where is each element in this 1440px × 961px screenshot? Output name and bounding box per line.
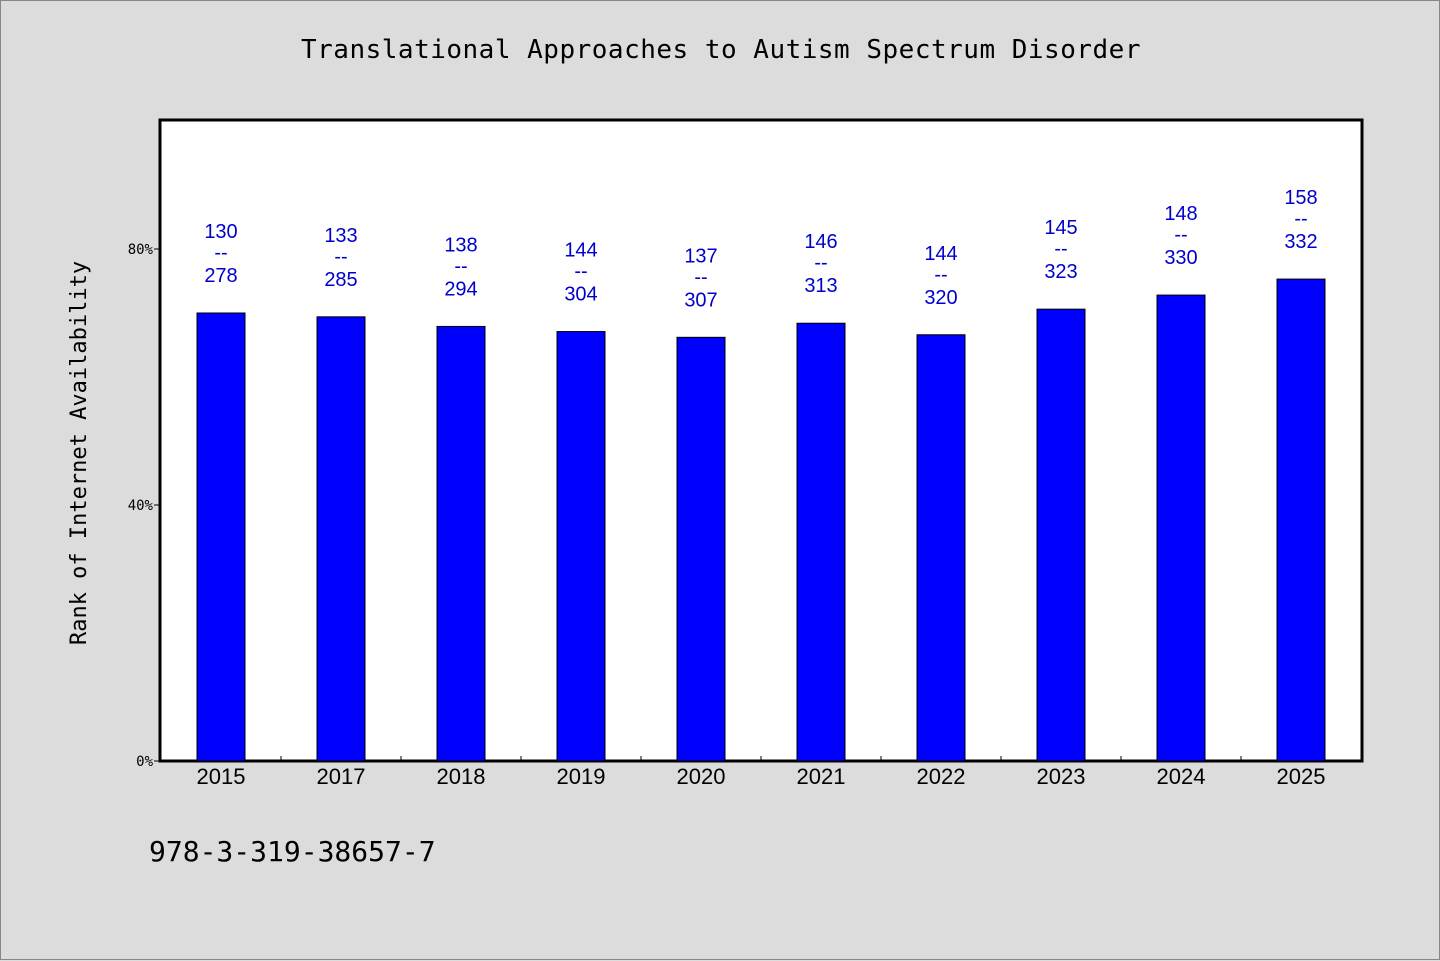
x-tick-label: 2017 bbox=[317, 764, 366, 789]
x-axis: 2015 2017 2018 2019 2020 2021 2022 2023 2024 2025 bbox=[197, 756, 1326, 789]
data-label-bottom: 307 bbox=[684, 289, 717, 311]
bar bbox=[556, 331, 606, 762]
bar bbox=[436, 325, 486, 762]
x-tick-label: 2021 bbox=[797, 764, 846, 789]
data-labels: 130--278133--285138--294144--304137--307… bbox=[204, 187, 1317, 311]
bar bbox=[316, 316, 366, 762]
data-label-bottom: 304 bbox=[564, 284, 597, 306]
bar bbox=[1276, 278, 1326, 762]
data-label-separator: -- bbox=[1294, 208, 1307, 230]
bar bbox=[796, 322, 846, 762]
x-tick-label: 2023 bbox=[1037, 764, 1086, 789]
data-label-bottom: 323 bbox=[1044, 261, 1077, 283]
y-tick-label: 0% bbox=[136, 754, 153, 770]
bar bbox=[916, 334, 966, 762]
data-label-bottom: 294 bbox=[444, 278, 477, 300]
chart-title: Translational Approaches to Autism Spect… bbox=[301, 35, 1141, 65]
x-tick-label: 2019 bbox=[557, 764, 606, 789]
data-label-top: 148 bbox=[1164, 203, 1197, 225]
data-label-separator: -- bbox=[934, 264, 947, 286]
x-tick-label: 2022 bbox=[917, 764, 966, 789]
data-label-separator: -- bbox=[1174, 224, 1187, 246]
y-axis: 0% 40% 80% bbox=[128, 242, 161, 770]
x-tick-label: 2025 bbox=[1277, 764, 1326, 789]
data-label-separator: -- bbox=[814, 252, 827, 274]
isbn-label: 978-3-319-38657-7 bbox=[149, 835, 436, 868]
data-label-separator: -- bbox=[1054, 238, 1067, 260]
x-tick-label: 2018 bbox=[437, 764, 486, 789]
x-tick-label: 2015 bbox=[197, 764, 246, 789]
bar bbox=[1036, 308, 1086, 762]
data-label-top: 133 bbox=[324, 225, 357, 247]
data-label-separator: -- bbox=[694, 266, 707, 288]
bar bbox=[196, 312, 246, 762]
data-label-top: 144 bbox=[924, 243, 957, 265]
data-label-bottom: 330 bbox=[1164, 247, 1197, 269]
data-label-top: 144 bbox=[564, 240, 597, 262]
data-label-bottom: 320 bbox=[924, 287, 957, 309]
bar-series bbox=[196, 278, 1326, 762]
bar bbox=[1156, 294, 1206, 762]
data-label-top: 145 bbox=[1044, 217, 1077, 239]
data-label-separator: -- bbox=[574, 261, 587, 283]
data-label-bottom: 278 bbox=[204, 265, 237, 287]
y-tick-label: 40% bbox=[128, 498, 154, 514]
data-label-separator: -- bbox=[214, 242, 227, 264]
data-label-top: 146 bbox=[804, 231, 837, 253]
data-label-separator: -- bbox=[334, 246, 347, 268]
y-axis-label: Rank of Internet Availability bbox=[67, 261, 92, 645]
data-label-top: 130 bbox=[204, 221, 237, 243]
data-label-separator: -- bbox=[454, 255, 467, 277]
data-label-top: 158 bbox=[1284, 187, 1317, 209]
data-label-top: 137 bbox=[684, 245, 717, 267]
x-tick-label: 2020 bbox=[677, 764, 726, 789]
bar bbox=[676, 336, 726, 762]
x-tick-label: 2024 bbox=[1157, 764, 1206, 789]
y-tick-label: 80% bbox=[128, 242, 154, 258]
data-label-bottom: 332 bbox=[1284, 231, 1317, 253]
data-label-top: 138 bbox=[444, 234, 477, 256]
data-label-bottom: 313 bbox=[804, 275, 837, 297]
data-label-bottom: 285 bbox=[324, 269, 357, 291]
